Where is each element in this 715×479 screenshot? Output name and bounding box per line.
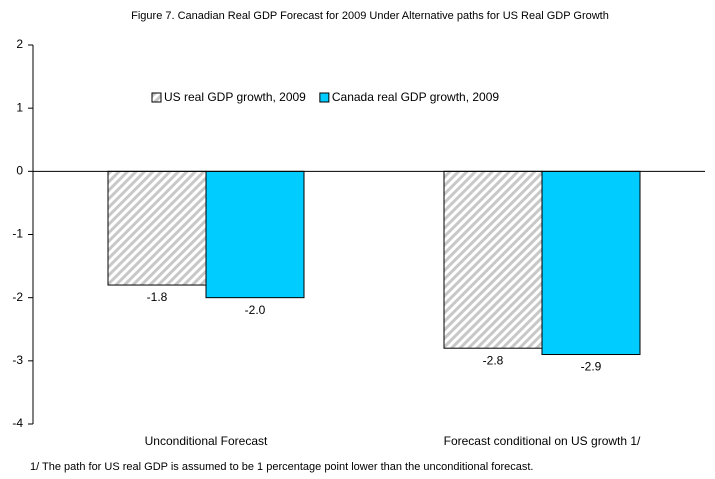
- y-tick-label: -2: [12, 290, 23, 304]
- legend-swatch: [151, 92, 162, 103]
- data-label: -2.0: [245, 303, 266, 317]
- chart-title: Figure 7. Canadian Real GDP Forecast for…: [131, 10, 609, 22]
- y-tick-label: -1: [12, 227, 23, 241]
- legend-swatch: [319, 92, 330, 103]
- data-label: -1.8: [147, 290, 168, 304]
- bar: [205, 170, 305, 299]
- bar: [107, 170, 207, 286]
- footnote: 1/ The path for US real GDP is assumed t…: [30, 461, 533, 473]
- y-tick-label: -3: [12, 353, 23, 367]
- y-tick-label: -4: [12, 416, 23, 430]
- legend-label: Canada real GDP growth, 2009: [332, 90, 500, 104]
- x-tick-label: Unconditional Forecast: [145, 434, 268, 448]
- x-tick-label: Forecast conditional on US growth 1/: [444, 434, 641, 448]
- bar: [541, 170, 641, 356]
- y-tick-label: 0: [16, 164, 23, 178]
- bar: [443, 170, 543, 349]
- y-tick-label: 1: [16, 100, 23, 114]
- data-label: -2.9: [581, 360, 602, 374]
- y-tick-label: 2: [16, 37, 23, 51]
- legend-label: US real GDP growth, 2009: [164, 90, 306, 104]
- data-label: -2.8: [483, 353, 504, 367]
